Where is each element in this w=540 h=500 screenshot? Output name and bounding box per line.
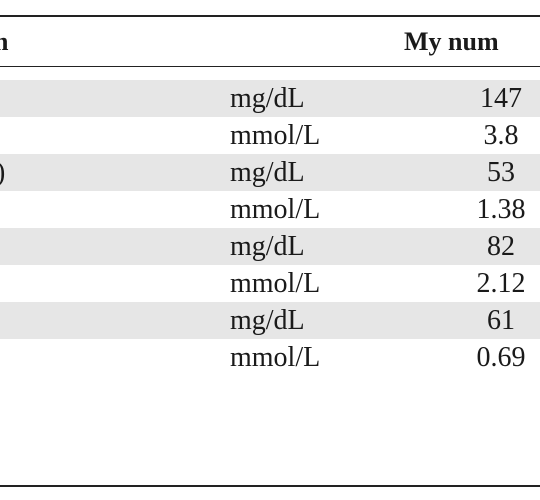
table-row: mg/dL 82 [0,228,540,265]
table-row: mg/dL 61 [0,302,540,339]
row-unit: mg/dL [230,231,305,262]
table-bottom-rule [0,485,540,487]
table-row: mmol/L 3.8 [0,117,540,154]
table-row: mg/dL 147 [0,80,540,117]
row-unit: mg/dL [230,305,305,336]
row-value: 82 [487,231,515,262]
header-measure-label: n [0,27,9,56]
row-unit: mg/dL [230,157,305,188]
table-top-rule [0,15,540,17]
row-unit: mmol/L [230,342,321,373]
header-my-number-label: My num [404,27,499,56]
row-value: 61 [487,305,515,336]
table-row: mmol/L 2.12 [0,265,540,302]
row-value: 0.69 [476,342,526,373]
row-value: 147 [480,83,522,114]
row-value: 2.12 [476,268,526,299]
table-row: mmol/L 1.38 [0,191,540,228]
row-value: 1.38 [476,194,526,225]
table-body: mg/dL147mmol/L3.8)mg/dL53mmol/L1.38mg/dL… [0,80,540,376]
row-unit: mmol/L [230,268,321,299]
table-header-row: n My num [0,17,540,66]
row-value: 53 [487,157,515,188]
table-row: mmol/L 0.69 [0,339,540,376]
row-value: 3.8 [483,120,519,151]
row-unit: mmol/L [230,120,321,151]
table-row: ) mg/dL 53 [0,154,540,191]
table-header-rule [0,66,540,67]
row-label: ) [0,154,5,191]
row-unit: mg/dL [230,83,305,114]
row-unit: mmol/L [230,194,321,225]
